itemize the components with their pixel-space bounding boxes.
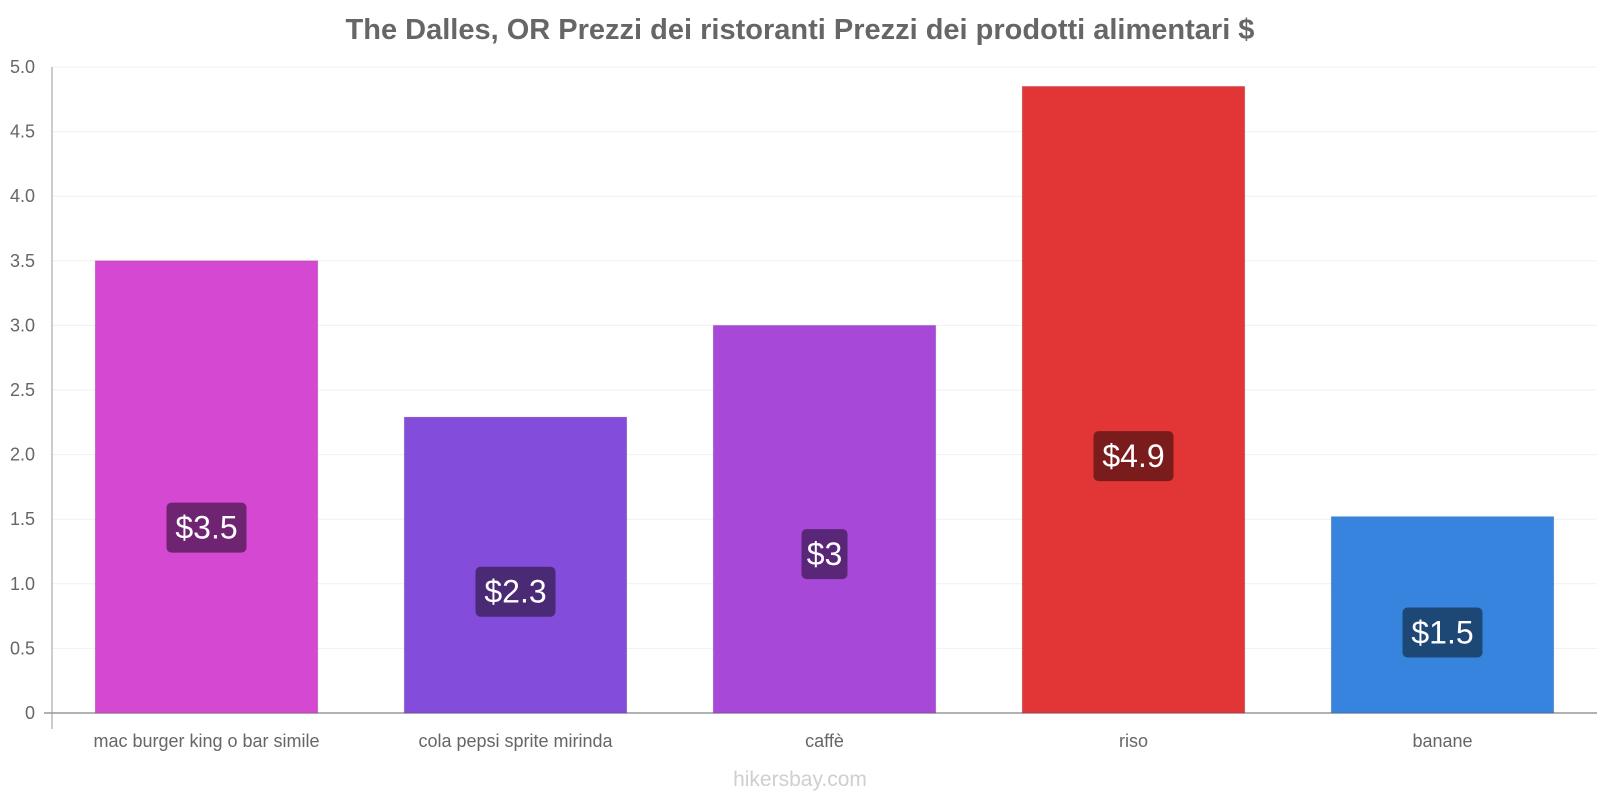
data-label: $2.3 — [484, 574, 546, 610]
watermark: hikersbay.com — [733, 768, 867, 791]
x-tick-label: banane — [1412, 731, 1472, 751]
data-label: $4.9 — [1102, 438, 1164, 474]
y-tick-label: 0 — [25, 703, 35, 723]
y-tick-label: 1.5 — [10, 509, 35, 529]
y-tick-label: 3.5 — [10, 251, 35, 271]
data-labels: $3.5 $2.3 $3 $4.9 $1.5 — [166, 431, 1483, 658]
bar-2 — [712, 324, 937, 714]
data-label: $3 — [807, 536, 843, 572]
data-label: $1.5 — [1411, 614, 1473, 650]
axes: 0 0.5 1.0 1.5 2.0 2.5 3.0 3.5 4.0 4.5 5.0 mac burge… — [10, 57, 1597, 751]
data-label-box — [1402, 607, 1483, 658]
y-tick-label: 4.0 — [10, 186, 35, 206]
data-label: $3.5 — [175, 510, 237, 546]
data-label-box — [1093, 431, 1174, 482]
chart-title: The Dalles, OR Prezzi dei ristoranti Pre… — [345, 14, 1255, 46]
y-tick-label: 1.0 — [10, 574, 35, 594]
y-tick-label: 4.5 — [10, 122, 35, 142]
bar-1 — [403, 416, 628, 714]
x-tick-label: caffè — [805, 731, 844, 751]
data-label-box — [475, 566, 556, 617]
y-tick-label: 2.5 — [10, 380, 35, 400]
data-label-box — [166, 502, 247, 553]
bars — [94, 85, 1555, 714]
x-tick-label: cola pepsi sprite mirinda — [418, 731, 613, 751]
x-tick-label: riso — [1119, 731, 1148, 751]
x-tick-label: mac burger king o bar simile — [93, 731, 319, 751]
bar-3 — [1021, 85, 1246, 714]
y-tick-label: 5.0 — [10, 57, 35, 77]
bar-0 — [94, 260, 319, 714]
y-tick-label: 3.0 — [10, 315, 35, 335]
y-tick-label: 2.0 — [10, 445, 35, 465]
y-tick-label: 0.5 — [10, 638, 35, 658]
data-label-box — [801, 529, 848, 580]
